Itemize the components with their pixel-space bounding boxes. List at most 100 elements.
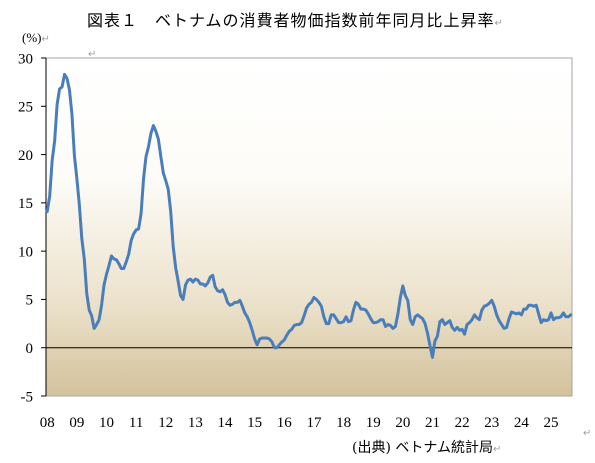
data-point	[344, 315, 348, 319]
data-point	[199, 282, 202, 286]
data-point	[132, 232, 135, 235]
data-point	[95, 323, 98, 326]
data-point	[300, 321, 303, 324]
x-tick-label: 19	[366, 415, 381, 431]
data-point	[453, 329, 456, 332]
data-point	[320, 304, 323, 308]
data-point	[539, 321, 543, 324]
data-point	[465, 323, 469, 326]
data-point	[475, 316, 479, 319]
data-point	[448, 319, 451, 322]
data-point	[196, 278, 200, 282]
data-point	[307, 303, 311, 306]
data-point	[68, 88, 71, 92]
data-point	[53, 139, 56, 143]
data-point	[520, 313, 523, 317]
chart-title: 図表１ ベトナムの消費者物価指数前年同月比上昇率	[87, 11, 495, 30]
x-tick-label: 24	[514, 415, 530, 431]
data-point	[213, 285, 217, 289]
data-point	[391, 327, 395, 330]
data-point	[347, 320, 350, 323]
data-point	[228, 304, 232, 307]
data-point	[263, 336, 266, 340]
data-point	[369, 317, 372, 320]
data-point	[253, 337, 256, 341]
y-axis-unit-label: (%)	[22, 30, 42, 45]
data-point	[441, 318, 444, 321]
data-point	[337, 321, 340, 324]
data-point	[112, 257, 116, 261]
data-point	[137, 227, 140, 231]
data-point	[125, 260, 128, 263]
data-point	[431, 356, 434, 359]
y-tick-label: 5	[26, 293, 34, 309]
data-point	[423, 322, 427, 325]
data-point	[102, 283, 106, 287]
data-point	[544, 319, 548, 322]
data-point	[525, 307, 528, 311]
data-point	[236, 301, 239, 304]
data-point	[458, 329, 461, 332]
data-point	[270, 340, 274, 344]
series-layer	[45, 72, 573, 359]
data-point	[406, 299, 409, 302]
data-point	[411, 323, 414, 326]
plot-area	[45, 57, 573, 397]
data-point	[480, 308, 484, 312]
data-point	[117, 262, 121, 265]
data-point	[502, 327, 506, 330]
data-point	[327, 322, 330, 325]
data-point	[144, 155, 148, 158]
data-point	[255, 343, 259, 347]
data-point	[404, 294, 407, 297]
data-point	[73, 154, 76, 157]
data-point	[554, 316, 558, 319]
data-point	[167, 188, 170, 191]
data-point	[184, 283, 187, 287]
data-point	[181, 298, 185, 301]
data-point	[209, 276, 212, 279]
data-point	[280, 340, 284, 344]
data-point	[157, 137, 160, 141]
data-point	[147, 145, 150, 149]
data-point	[515, 312, 518, 316]
data-point	[204, 284, 207, 288]
data-point	[142, 177, 145, 180]
data-point	[342, 320, 345, 323]
data-point	[55, 103, 59, 106]
data-point	[490, 299, 493, 302]
y-tick-label: 10	[18, 244, 33, 260]
data-point	[507, 317, 511, 320]
data-point	[48, 194, 51, 198]
data-point	[399, 296, 402, 299]
data-point	[349, 319, 353, 322]
x-tick-label: 16	[277, 415, 293, 431]
data-point	[564, 315, 568, 319]
data-point	[305, 306, 308, 310]
data-point	[364, 308, 367, 312]
data-point	[547, 318, 550, 321]
data-point	[189, 277, 192, 281]
data-point	[97, 318, 101, 321]
data-point	[302, 314, 306, 318]
data-point	[512, 311, 516, 315]
x-tick-label: 09	[69, 415, 84, 431]
data-point	[332, 313, 335, 317]
data-point	[446, 321, 449, 324]
source-line: (出典) ベトナム統計局↵	[352, 440, 501, 456]
data-point	[90, 314, 93, 318]
data-point	[359, 307, 363, 311]
data-point	[493, 304, 496, 308]
data-point	[75, 177, 79, 180]
data-point	[154, 130, 158, 133]
data-point	[460, 328, 464, 331]
data-point	[562, 311, 565, 315]
data-point	[275, 346, 279, 349]
data-point	[88, 308, 91, 312]
data-point	[58, 87, 61, 91]
data-point	[152, 124, 155, 127]
data-point	[510, 310, 513, 314]
data-point	[352, 308, 355, 312]
data-point	[70, 112, 74, 116]
data-point	[567, 315, 570, 319]
